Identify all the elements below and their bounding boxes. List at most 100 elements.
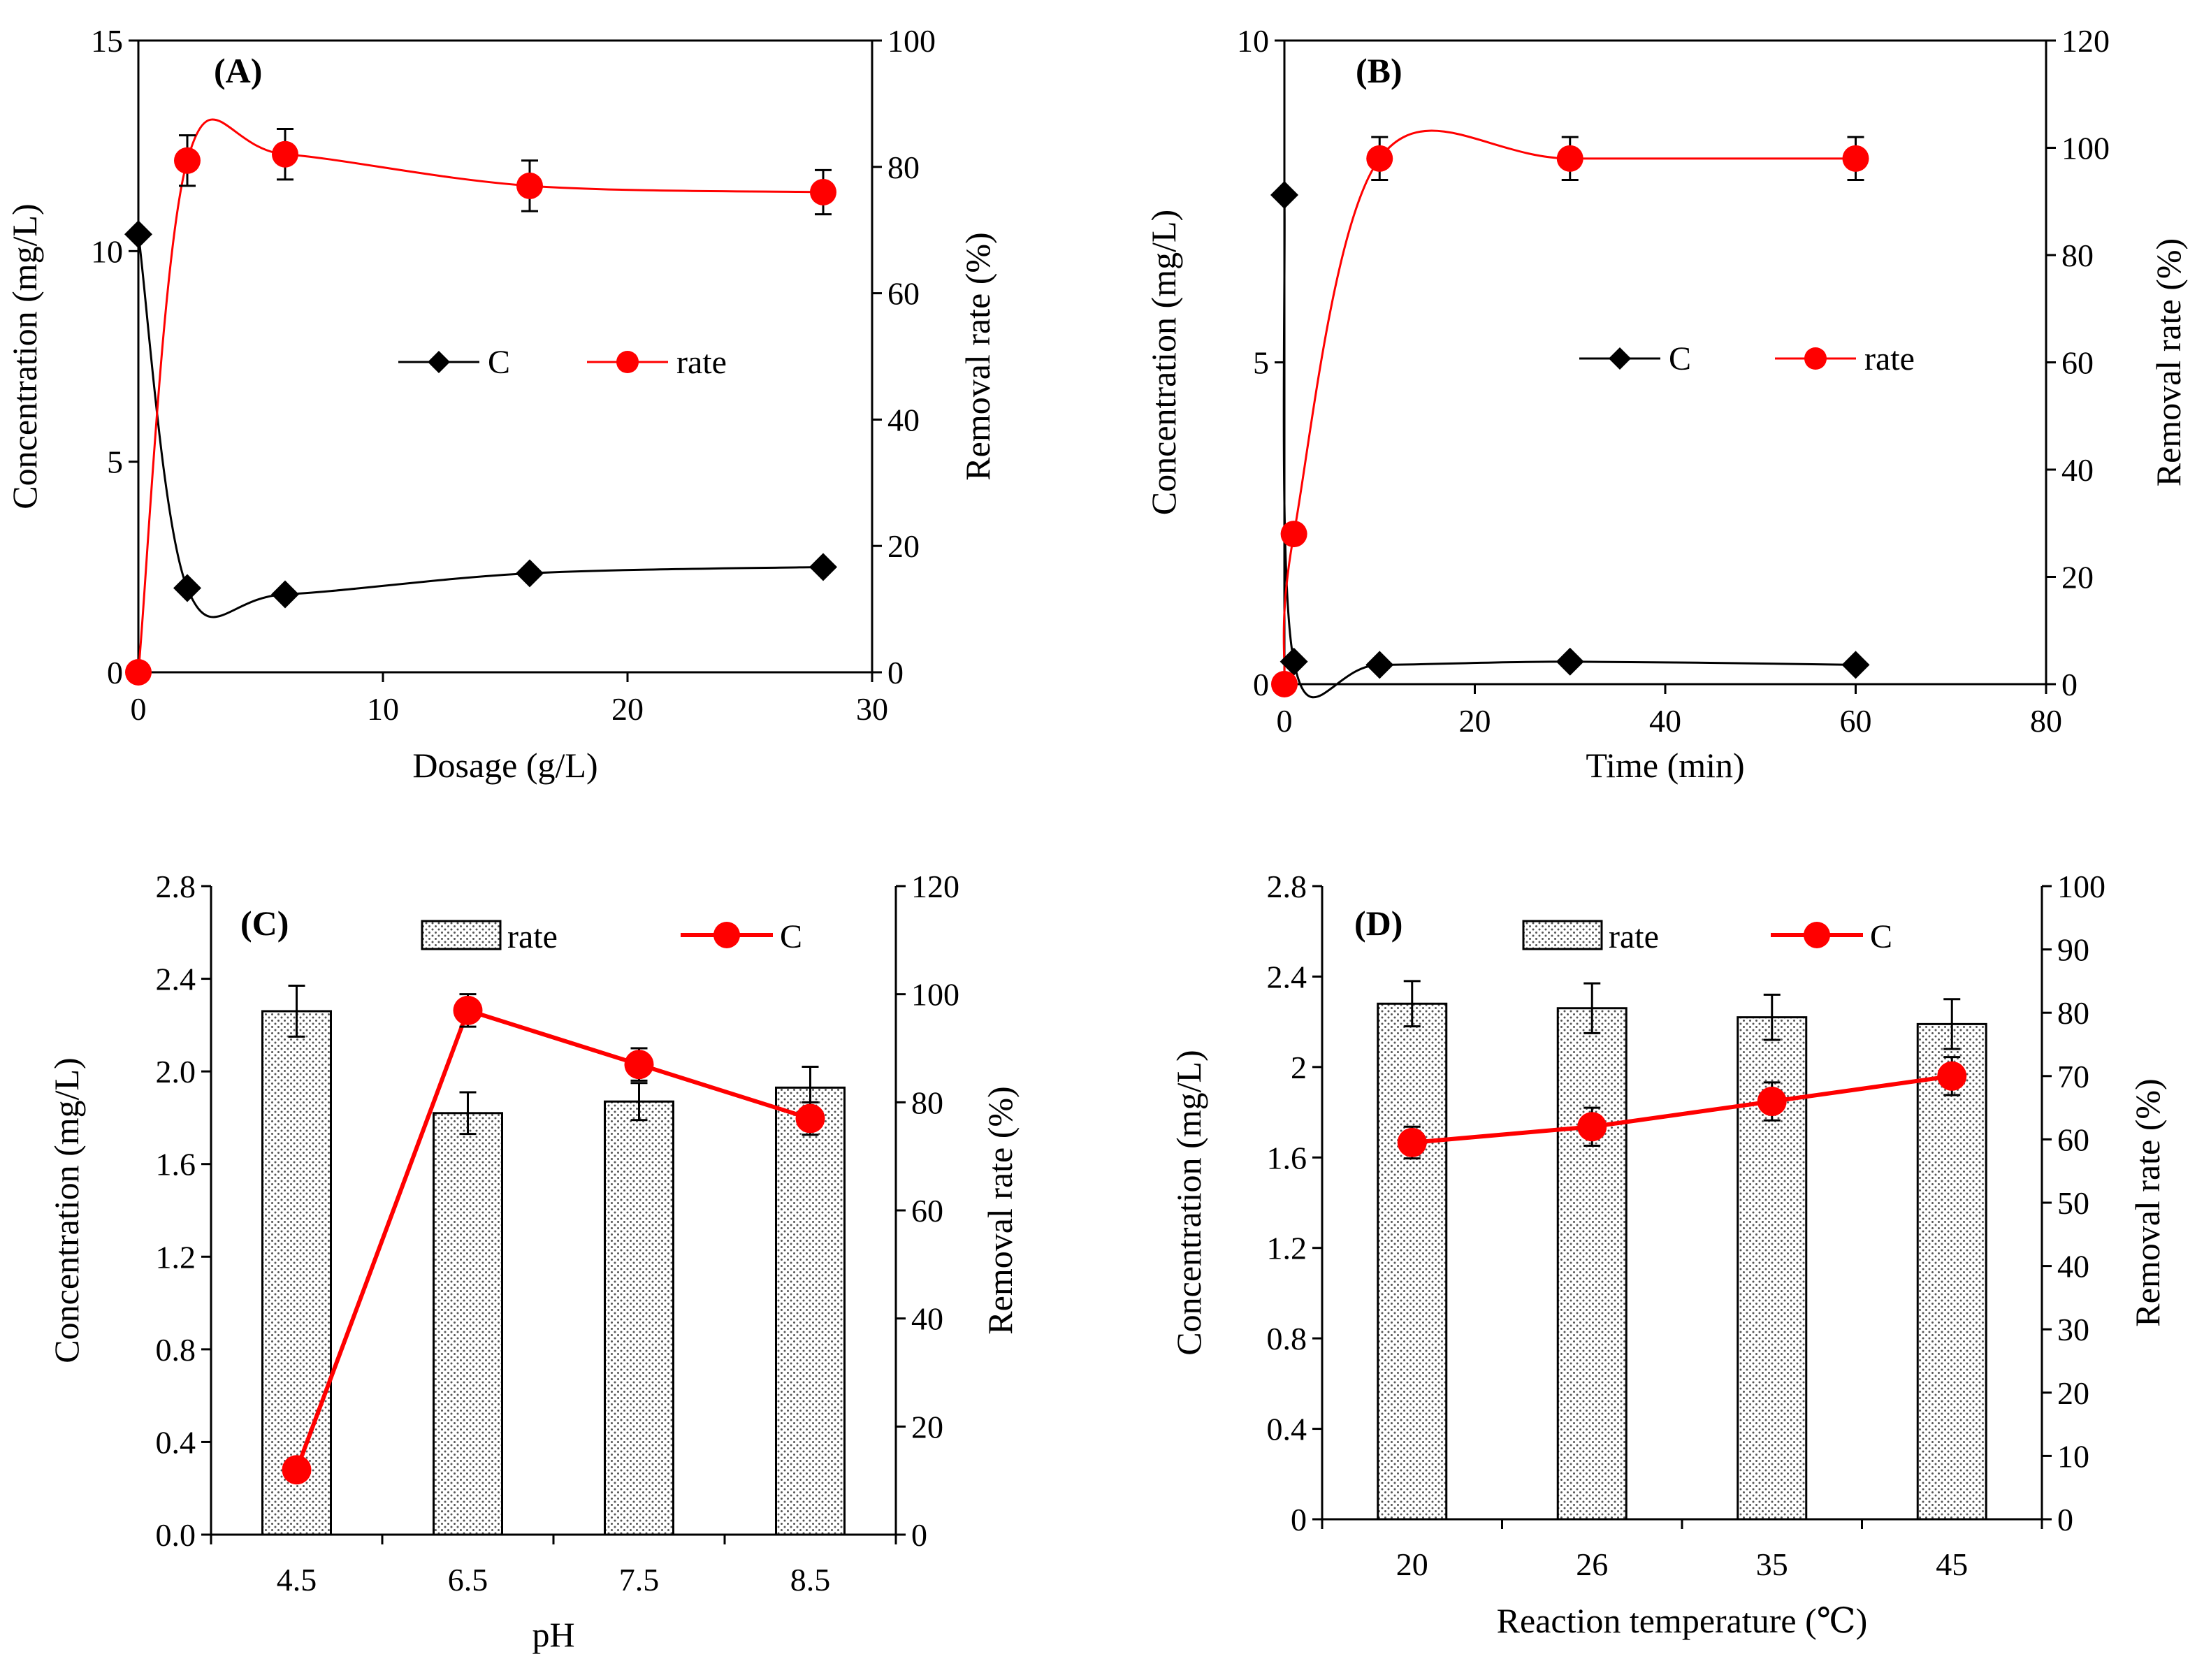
y2-tick-label: 100 [887, 23, 936, 59]
y-tick-label: 5 [1253, 345, 1269, 381]
panel-label: (C) [240, 904, 289, 943]
x-axis-label: Time (min) [1586, 746, 1744, 785]
x-tick-label: 80 [2030, 703, 2062, 739]
y-tick-label: 0.8 [1267, 1321, 1307, 1356]
x-tick-label: 45 [1936, 1547, 1968, 1582]
y2-tick-label: 80 [2057, 995, 2089, 1031]
y2-tick-label: 60 [2061, 345, 2094, 381]
series-rate-point [1366, 145, 1393, 172]
y2-tick-label: 70 [2057, 1059, 2089, 1094]
y2-tick-label: 40 [2061, 452, 2094, 488]
y2-tick-label: 10 [2057, 1438, 2089, 1474]
y-tick-label: 2.4 [1267, 959, 1307, 994]
series-c-point [1397, 1127, 1427, 1157]
y2-tick-label: 40 [911, 1301, 943, 1337]
y2-axis-label: Removal rate (%) [2128, 1078, 2167, 1326]
series-c-point [1365, 651, 1394, 679]
series-c-point [1757, 1087, 1787, 1117]
x-tick-label: 26 [1576, 1547, 1608, 1582]
series-c-point [453, 995, 483, 1025]
y-tick-label: 2 [1291, 1050, 1307, 1085]
series-c-point [809, 553, 837, 581]
y2-tick-label: 40 [887, 402, 920, 437]
x-axis-label: Reaction temperature (℃) [1497, 1601, 1868, 1640]
x-axis-label: pH [532, 1615, 574, 1654]
series-rate-point [1556, 145, 1583, 172]
legend-rate-label: rate [1609, 918, 1659, 955]
panel-label: (D) [1354, 904, 1402, 943]
x-tick-label: 30 [856, 691, 888, 727]
legend-rate-label: rate [1864, 340, 1915, 377]
series-c-point [1270, 181, 1298, 210]
y2-tick-label: 40 [2057, 1249, 2089, 1284]
x-tick-label: 7.5 [619, 1562, 660, 1598]
y-tick-label: 0.8 [156, 1332, 196, 1368]
y2-tick-label: 0 [911, 1517, 927, 1553]
legend-rate-marker [616, 351, 639, 373]
y2-tick-label: 20 [911, 1409, 943, 1444]
y2-tick-label: 0 [2061, 667, 2078, 702]
y2-tick-label: 90 [2057, 932, 2089, 968]
legend-rate-swatch [421, 920, 502, 950]
y2-tick-label: 20 [887, 528, 920, 564]
panel-label: (B) [1356, 51, 1402, 90]
plot-frame [1283, 39, 2047, 686]
y2-tick-label: 60 [911, 1193, 943, 1229]
y-tick-label: 0.4 [1267, 1412, 1307, 1447]
y-tick-label: 2.8 [156, 869, 196, 904]
series-c-point [1556, 647, 1584, 676]
y-axis-label: Concentration (mg/L) [5, 203, 44, 509]
x-tick-label: 6.5 [448, 1562, 488, 1598]
series-c-point [1280, 647, 1308, 676]
y-tick-label: 10 [91, 233, 123, 269]
series-rate-point [1280, 521, 1307, 548]
legend-c-label: C [488, 344, 510, 381]
series-c-point [1577, 1112, 1607, 1142]
legend-rate-label: rate [507, 918, 558, 955]
legend-rate-marker [1804, 347, 1827, 370]
legend-c-label: C [1870, 918, 1892, 955]
rate-bar [604, 1100, 674, 1536]
series-rate-point [810, 178, 836, 205]
y-tick-label: 0.4 [156, 1424, 196, 1460]
y2-axis-label: Removal rate (%) [980, 1086, 1020, 1334]
y-tick-label: 1.2 [156, 1239, 196, 1275]
series-c-point [1841, 651, 1870, 679]
panel-label: (A) [214, 51, 262, 90]
chart-panel-a: 0 5 10 15 0 20 40 60 80 100 0 10 20 30 Dosage (g/L) Con… [5, 23, 997, 785]
series-c-point [124, 220, 152, 249]
x-tick-label: 20 [1459, 703, 1491, 739]
y-axis-label: Concentration (mg/L) [1169, 1050, 1208, 1355]
y2-tick-label: 120 [2061, 23, 2110, 59]
y2-tick-label: 50 [2057, 1185, 2089, 1221]
series-rate-point [516, 172, 543, 199]
x-tick-label: 20 [1396, 1547, 1428, 1582]
legend-c-label: C [780, 918, 802, 955]
series-rate-point [174, 147, 201, 174]
y-tick-label: 2.0 [156, 1054, 196, 1089]
x-tick-label: 10 [367, 691, 399, 727]
rate-bar [1377, 1002, 1448, 1521]
y2-tick-label: 30 [2057, 1312, 2089, 1347]
y2-tick-label: 100 [2057, 869, 2105, 904]
y2-tick-label: 80 [887, 150, 920, 185]
legend-c-label: C [1669, 340, 1691, 377]
legend-c-marker [1804, 922, 1830, 948]
y2-tick-label: 100 [2061, 131, 2110, 166]
rate-bar [1556, 1007, 1628, 1521]
y2-tick-label: 0 [887, 655, 904, 690]
series-c-line [294, 1008, 811, 1471]
series-rate-point [1842, 145, 1869, 172]
y-tick-label: 15 [91, 23, 123, 59]
legend-c-marker [1609, 347, 1631, 370]
y2-tick-label: 80 [911, 1085, 943, 1120]
series-c-point [282, 1455, 312, 1485]
legend-c-marker [713, 922, 740, 948]
series-c-point [271, 580, 299, 609]
y2-axis-label: Removal rate (%) [958, 232, 997, 480]
series-c-line [1412, 1073, 1952, 1145]
series-rate-line [137, 118, 824, 673]
x-tick-label: 8.5 [790, 1562, 831, 1598]
